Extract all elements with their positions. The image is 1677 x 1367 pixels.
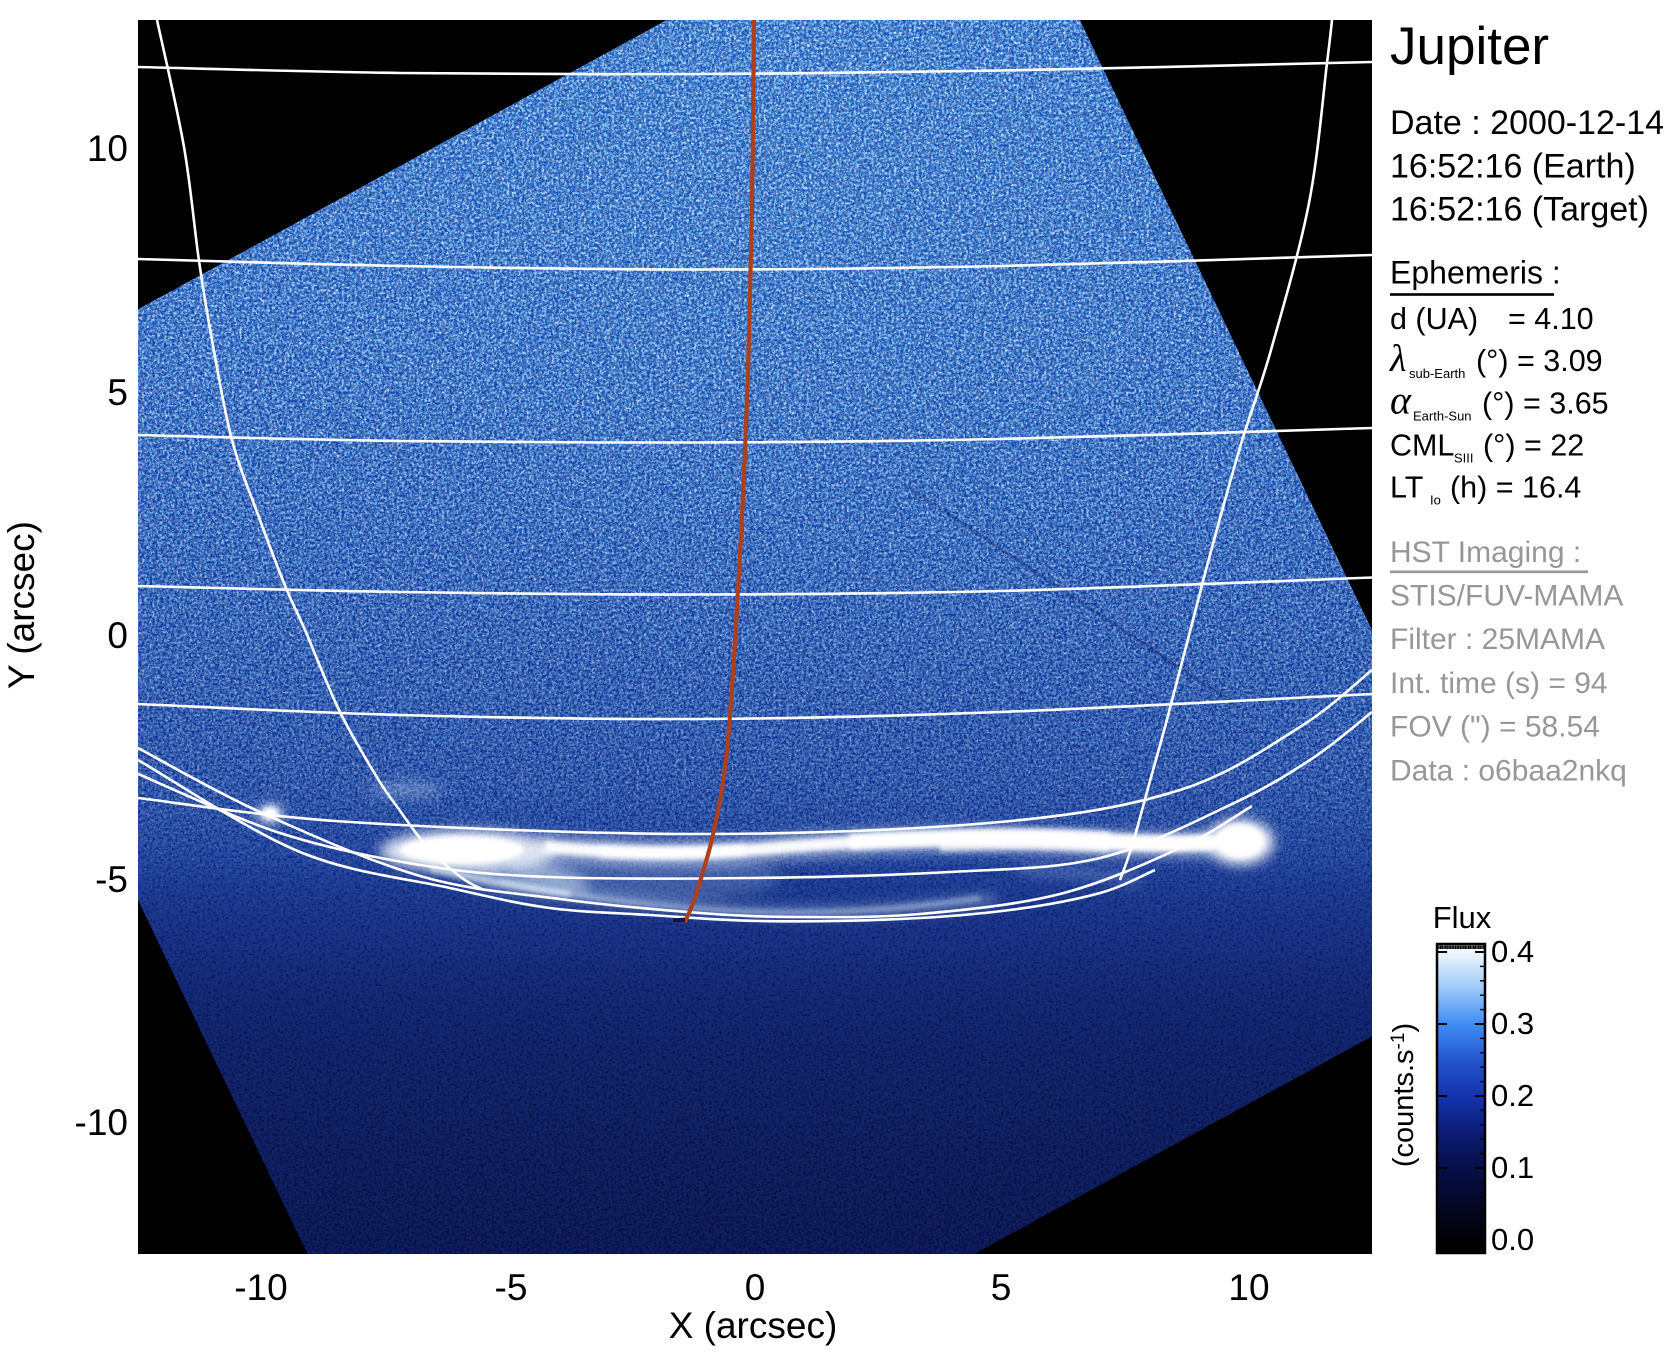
svg-text:Date : 2000-12-14: Date : 2000-12-14: [1390, 104, 1664, 142]
svg-text:X (arcsec): X (arcsec): [669, 1305, 838, 1346]
svg-text:0: 0: [745, 1267, 766, 1308]
svg-text:0.3: 0.3: [1491, 1006, 1534, 1041]
svg-text:Filter : 25MAMA: Filter : 25MAMA: [1390, 623, 1605, 656]
svg-text:16:52:16 (Target): 16:52:16 (Target): [1390, 190, 1649, 228]
svg-text:0.0: 0.0: [1491, 1222, 1534, 1257]
svg-text:0.2: 0.2: [1491, 1078, 1534, 1113]
svg-text:5: 5: [991, 1267, 1012, 1308]
svg-text:-10: -10: [234, 1267, 287, 1308]
svg-text:Jupiter: Jupiter: [1390, 17, 1549, 76]
svg-text:Ephemeris :: Ephemeris :: [1390, 255, 1561, 291]
svg-text:Data : o6baa2nkq: Data : o6baa2nkq: [1390, 754, 1627, 787]
svg-text:0.1: 0.1: [1491, 1150, 1534, 1185]
svg-text:-5: -5: [495, 1267, 528, 1308]
svg-text:FOV (") = 58.54: FOV (") = 58.54: [1390, 711, 1600, 744]
svg-text:5: 5: [107, 372, 128, 413]
svg-text:16:52:16 (Earth): 16:52:16 (Earth): [1390, 147, 1636, 185]
svg-text:Int. time (s) = 94: Int. time (s) = 94: [1390, 667, 1608, 700]
svg-text:CMLSIII(°) = 22: CMLSIII (°) = 22: [1390, 429, 1584, 466]
svg-text:-5: -5: [95, 859, 128, 900]
svg-text:10: 10: [87, 128, 128, 169]
svg-text:-10: -10: [75, 1102, 128, 1143]
svg-text:HST Imaging :: HST Imaging :: [1390, 536, 1581, 569]
svg-text:10: 10: [1228, 1267, 1269, 1308]
svg-text:0: 0: [107, 615, 128, 656]
svg-text:STIS/FUV-MAMA: STIS/FUV-MAMA: [1390, 580, 1623, 613]
svg-text:Flux: Flux: [1433, 900, 1492, 935]
svg-text:0.4: 0.4: [1491, 934, 1534, 969]
svg-text:Y (arcsec): Y (arcsec): [1, 521, 42, 689]
